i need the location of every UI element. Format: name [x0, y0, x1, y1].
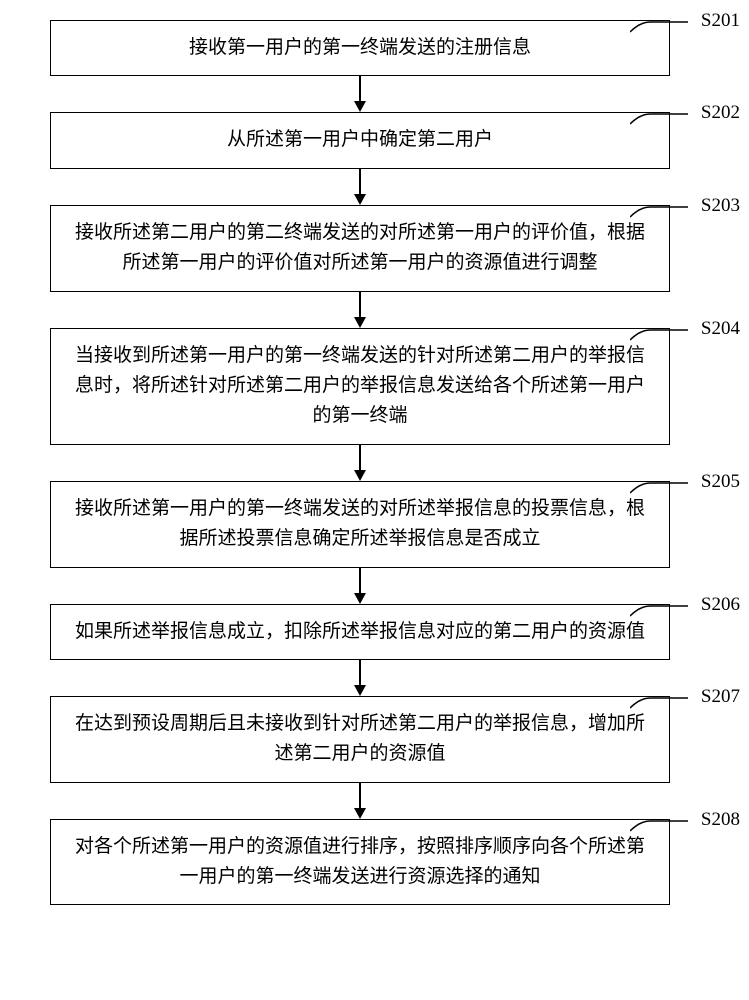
- step-box: 当接收到所述第一用户的第一终端发送的针对所述第二用户的举报信息时，将所述针对所述…: [50, 328, 670, 445]
- step-s204: S204 当接收到所述第一用户的第一终端发送的针对所述第二用户的举报信息时，将所…: [40, 328, 680, 445]
- step-text: 从所述第一用户中确定第二用户: [227, 125, 493, 155]
- step-text: 接收第一用户的第一终端发送的注册信息: [189, 33, 531, 63]
- leader-line: [630, 696, 690, 710]
- step-label: S203: [701, 195, 740, 217]
- step-s203: S203 接收所述第二用户的第二终端发送的对所述第一用户的评价值，根据所述第一用…: [40, 205, 680, 292]
- step-text: 在达到预设周期后且未接收到针对所述第二用户的举报信息，增加所述第二用户的资源值: [71, 709, 649, 770]
- step-box: 接收所述第二用户的第二终端发送的对所述第一用户的评价值，根据所述第一用户的评价值…: [50, 205, 670, 292]
- step-label: S201: [701, 10, 740, 32]
- step-text: 接收所述第一用户的第一终端发送的对所述举报信息的投票信息，根据所述投票信息确定所…: [71, 494, 649, 555]
- leader-line: [630, 819, 690, 833]
- step-s205: S205 接收所述第一用户的第一终端发送的对所述举报信息的投票信息，根据所述投票…: [40, 481, 680, 568]
- leader-line: [630, 112, 690, 126]
- arrow-down-icon: [40, 292, 680, 328]
- step-text: 接收所述第二用户的第二终端发送的对所述第一用户的评价值，根据所述第一用户的评价值…: [71, 218, 649, 279]
- arrow-down-icon: [40, 568, 680, 604]
- leader-line: [630, 481, 690, 495]
- arrow-down-icon: [40, 76, 680, 112]
- step-label: S208: [701, 809, 740, 831]
- leader-line: [630, 328, 690, 342]
- arrow-down-icon: [40, 169, 680, 205]
- leader-line: [630, 604, 690, 618]
- step-s201: S201 接收第一用户的第一终端发送的注册信息: [40, 20, 680, 76]
- step-label: S206: [701, 594, 740, 616]
- step-box: 如果所述举报信息成立，扣除所述举报信息对应的第二用户的资源值: [50, 604, 670, 660]
- step-text: 当接收到所述第一用户的第一终端发送的针对所述第二用户的举报信息时，将所述针对所述…: [71, 341, 649, 432]
- step-label: S207: [701, 686, 740, 708]
- arrow-down-icon: [40, 660, 680, 696]
- step-label: S204: [701, 318, 740, 340]
- step-label: S202: [701, 102, 740, 124]
- step-box: 在达到预设周期后且未接收到针对所述第二用户的举报信息，增加所述第二用户的资源值: [50, 696, 670, 783]
- step-box: 接收所述第一用户的第一终端发送的对所述举报信息的投票信息，根据所述投票信息确定所…: [50, 481, 670, 568]
- leader-line: [630, 205, 690, 219]
- arrow-down-icon: [40, 783, 680, 819]
- step-box: 对各个所述第一用户的资源值进行排序，按照排序顺序向各个所述第一用户的第一终端发送…: [50, 819, 670, 906]
- flowchart-container: S201 接收第一用户的第一终端发送的注册信息 S202 从所述第一用户中确定第…: [40, 20, 680, 905]
- step-s207: S207 在达到预设周期后且未接收到针对所述第二用户的举报信息，增加所述第二用户…: [40, 696, 680, 783]
- leader-line: [630, 20, 690, 34]
- step-label: S205: [701, 471, 740, 493]
- step-box: 接收第一用户的第一终端发送的注册信息: [50, 20, 670, 76]
- step-text: 如果所述举报信息成立，扣除所述举报信息对应的第二用户的资源值: [75, 617, 645, 647]
- step-box: 从所述第一用户中确定第二用户: [50, 112, 670, 168]
- step-s202: S202 从所述第一用户中确定第二用户: [40, 112, 680, 168]
- step-s208: S208 对各个所述第一用户的资源值进行排序，按照排序顺序向各个所述第一用户的第…: [40, 819, 680, 906]
- step-text: 对各个所述第一用户的资源值进行排序，按照排序顺序向各个所述第一用户的第一终端发送…: [71, 832, 649, 893]
- step-s206: S206 如果所述举报信息成立，扣除所述举报信息对应的第二用户的资源值: [40, 604, 680, 660]
- arrow-down-icon: [40, 445, 680, 481]
